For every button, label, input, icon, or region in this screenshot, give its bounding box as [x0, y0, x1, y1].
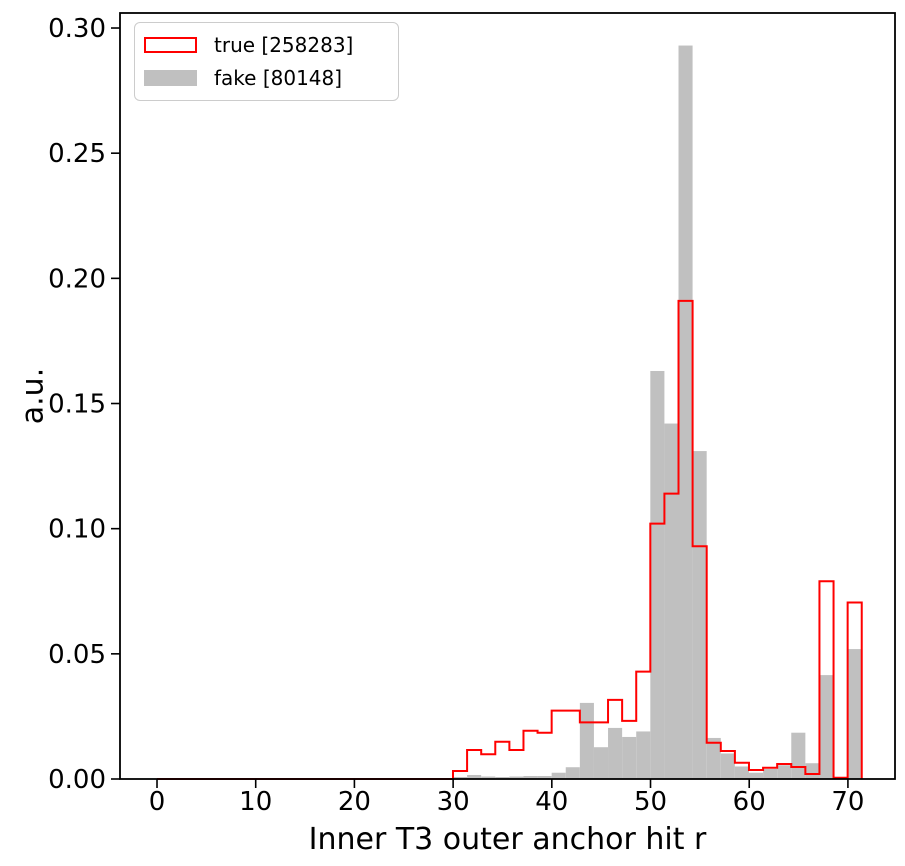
- true-histogram-step-outline: [157, 299, 863, 780]
- x-tick-label: 0: [149, 787, 166, 817]
- fake-histogram-bar: [622, 736, 637, 779]
- fake-histogram-bar: [692, 451, 707, 779]
- fake-histogram-bar: [551, 772, 566, 779]
- fake-histogram-bar: [509, 776, 524, 779]
- x-axis-label: Inner T3 outer anchor hit r: [308, 822, 707, 857]
- y-tick-label: 0.05: [48, 640, 106, 670]
- legend-item-true: true [258283]: [144, 33, 398, 57]
- y-tick-label: 0.20: [48, 264, 106, 294]
- fake-histogram-bar: [706, 737, 721, 779]
- fake-histogram-bar: [636, 731, 651, 779]
- fake-histogram-bar: [847, 649, 862, 779]
- fake-histogram-bar: [467, 774, 482, 779]
- axes-spines: [119, 12, 896, 780]
- fake-histogram-bar: [664, 423, 679, 779]
- y-tick-label: 0.15: [48, 390, 106, 420]
- fake-histogram-bar: [791, 732, 806, 779]
- fake-histogram-bar: [495, 777, 510, 779]
- fake-histogram-bar: [805, 763, 820, 779]
- fake-histogram-bar: [777, 765, 792, 779]
- x-tick-label: 30: [437, 787, 470, 817]
- fake-histogram-bar: [748, 772, 764, 779]
- fake-histogram-bar: [763, 768, 778, 779]
- y-axis-label: a.u.: [15, 367, 51, 425]
- fake-series-swatch-icon: [144, 70, 197, 87]
- fake-histogram-bar: [537, 776, 552, 779]
- fake-histogram-bar: [453, 777, 468, 779]
- x-tick-label: 70: [831, 787, 864, 817]
- fake-histogram-bar: [523, 776, 538, 779]
- y-tick-label: 0.00: [48, 765, 106, 795]
- fake-histogram-bar: [608, 727, 623, 779]
- fake-histogram-bar: [481, 776, 496, 779]
- y-tick-label: 0.10: [48, 515, 106, 545]
- fake-histogram-bar: [565, 767, 580, 779]
- x-tick-label: 10: [239, 787, 272, 817]
- true-series-swatch-icon: [144, 36, 197, 53]
- y-tick-label: 0.25: [48, 139, 106, 169]
- fake-histogram-bar: [819, 675, 834, 779]
- legend: true [258283] fake [80148]: [134, 22, 399, 101]
- fake-histogram-bar: [720, 753, 735, 779]
- fake-histogram-bar: [593, 747, 609, 779]
- fake-histogram-bar: [734, 766, 749, 779]
- legend-label-fake: fake [80148]: [214, 66, 343, 91]
- fake-histogram-bar: [650, 370, 665, 779]
- fake-histogram-bar: [579, 702, 594, 779]
- legend-label-true: true [258283]: [214, 32, 354, 57]
- x-tick-label: 20: [338, 787, 371, 817]
- x-tick-label: 60: [733, 787, 766, 817]
- x-tick-label: 50: [634, 787, 667, 817]
- legend-item-fake: fake [80148]: [144, 66, 398, 90]
- x-tick-label: 40: [535, 787, 568, 817]
- y-tick-label: 0.30: [48, 14, 106, 44]
- fake-histogram-bar: [678, 45, 693, 780]
